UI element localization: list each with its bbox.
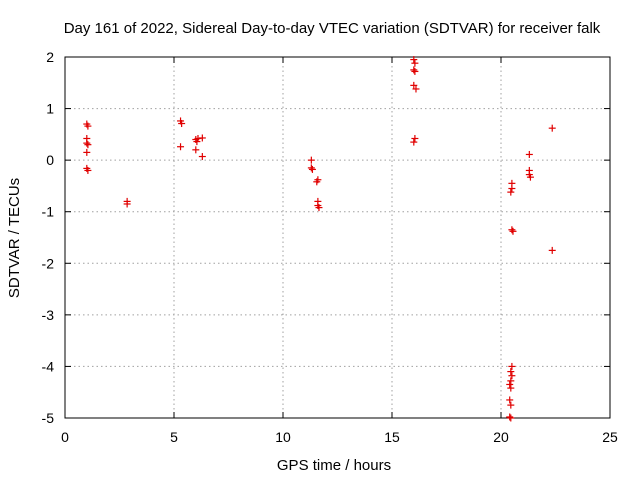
data-point xyxy=(508,226,516,234)
y-tick-label: -2 xyxy=(42,255,55,271)
data-point xyxy=(507,384,515,392)
data-point xyxy=(178,120,186,128)
y-tick-label: -4 xyxy=(42,358,55,374)
data-point xyxy=(123,200,131,208)
data-point xyxy=(198,153,206,161)
data-point xyxy=(83,139,91,147)
data-point xyxy=(509,227,517,235)
data-point xyxy=(308,165,316,173)
x-tick-label: 15 xyxy=(384,429,400,445)
x-axis-label: GPS time / hours xyxy=(277,457,391,474)
data-point xyxy=(192,146,200,154)
data-point xyxy=(84,141,92,149)
data-point xyxy=(411,134,419,142)
y-axis-label: SDTVAR / TECUs xyxy=(6,178,23,298)
data-point xyxy=(411,59,419,67)
data-point xyxy=(548,246,556,254)
data-point xyxy=(507,414,515,422)
y-tick-label: -5 xyxy=(42,410,55,426)
data-point xyxy=(307,156,315,164)
data-point xyxy=(177,143,185,151)
x-tick-label: 5 xyxy=(170,429,178,445)
data-point xyxy=(307,164,315,172)
data-point xyxy=(506,413,514,421)
x-tick-label: 20 xyxy=(493,429,509,445)
plot-frame xyxy=(64,56,611,419)
data-point xyxy=(313,178,321,186)
data-point xyxy=(84,122,92,130)
data-point xyxy=(83,148,91,156)
data-point xyxy=(548,124,556,132)
data-point xyxy=(508,185,516,193)
data-point xyxy=(507,368,515,376)
data-point xyxy=(193,138,201,146)
data-point xyxy=(508,362,516,370)
data-point xyxy=(508,372,516,380)
y-tick-label: 1 xyxy=(46,101,54,117)
grid xyxy=(65,57,610,418)
data-point xyxy=(507,377,515,385)
data-points xyxy=(83,56,556,422)
data-point xyxy=(410,138,418,146)
data-point xyxy=(526,173,534,181)
y-tick-label: -3 xyxy=(42,307,55,323)
x-tick-label: 10 xyxy=(275,429,291,445)
data-point xyxy=(507,401,515,409)
data-point xyxy=(525,150,533,158)
data-point xyxy=(506,396,514,404)
data-point xyxy=(84,166,92,174)
x-tick-label: 25 xyxy=(602,429,618,445)
y-tick-label: -1 xyxy=(42,204,55,220)
chart-title: Day 161 of 2022, Sidereal Day-to-day VTE… xyxy=(64,20,601,37)
data-point xyxy=(410,81,418,89)
data-point xyxy=(507,188,515,196)
data-point xyxy=(410,66,418,74)
data-point xyxy=(412,85,420,93)
data-point xyxy=(198,134,206,142)
data-point xyxy=(315,204,323,212)
axis-ticks: 0 5 10 15 20 25 -5 -4 -3 -2 -1 0 1 2 xyxy=(42,49,618,445)
x-tick-label: 0 xyxy=(61,429,69,445)
y-tick-label: 0 xyxy=(46,152,54,168)
data-point xyxy=(411,67,419,75)
data-point xyxy=(410,56,418,64)
data-point xyxy=(506,380,514,388)
y-tick-label: 2 xyxy=(46,49,54,65)
